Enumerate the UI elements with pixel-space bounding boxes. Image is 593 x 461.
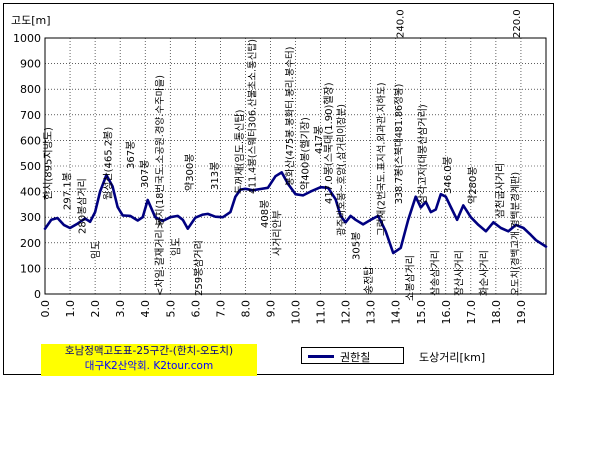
- waypoint-label: 338.7봉(스북대481.86정봉): [394, 84, 405, 204]
- waypoint-label: 305봉: [351, 232, 363, 260]
- x-tick-label: 13.0: [365, 300, 378, 325]
- legend: 권한칠: [301, 347, 404, 364]
- x-tick-label: 3.0: [114, 300, 127, 318]
- x-tick-label: 0.0: [39, 300, 52, 318]
- y-tick-label: 500: [20, 160, 41, 173]
- y-tick-label: 100: [20, 262, 41, 275]
- waypoint-label: 소봉삼거리: [404, 255, 416, 301]
- waypoint-label: 월성산(465.2봉): [103, 127, 115, 200]
- waypoint-label: 약300봉: [184, 154, 196, 192]
- waypoint-label: 삼천굽사거리: [495, 163, 507, 218]
- x-tick-label: 7.0: [214, 300, 227, 318]
- waypoint-label: 봉화산(475봉.봉화터.봉리.봉수터): [285, 47, 296, 187]
- x-tick-label: 6.0: [189, 300, 202, 318]
- plot-border: [44, 37, 547, 295]
- waypoint-label: 임도: [89, 241, 102, 259]
- x-tick-label: 16.0: [440, 300, 453, 325]
- series-line: [43, 171, 548, 255]
- waypoint-label: 봉치(18번국도.소공원.경양.수주마을): [154, 75, 166, 226]
- waypoint-label: 오도치(경백고개.경백분경계판): [510, 172, 522, 296]
- waypoint-label: 광주비호봉~호양(.삼거리이장분): [336, 104, 348, 236]
- x-tick-label: 10.0: [290, 300, 303, 325]
- waypoint-label: 297.1봉: [61, 172, 73, 210]
- waypoint-label: 417.0봉(스북대(1.90)헬장): [323, 82, 335, 204]
- elevation-chart: 0 100 200 300 400 500 600 700 800 900 1000 0.0 1.0 2.…: [13, 9, 548, 325]
- credit-site: 대구K2산악회. K2tour.com: [84, 360, 214, 372]
- x-tick-label: 19.0: [515, 300, 528, 325]
- waypoint-label: 사거리안부: [272, 210, 284, 256]
- waypoint-label: 240.0: [395, 9, 406, 38]
- waypoint-label: <차일.갈재거리>: [153, 221, 166, 296]
- waypoint-label: 삼송삼거리: [430, 250, 442, 296]
- y-tick-label: 1000: [13, 32, 41, 45]
- waypoint-label: 임도: [169, 238, 182, 256]
- waypoint-label: 삼각고지(대봉산삼거리): [417, 104, 429, 204]
- x-tick-label: 17.0: [465, 300, 478, 325]
- waypoint-label: 220.0: [512, 9, 523, 38]
- y-tick-label: 800: [20, 83, 41, 96]
- chart-frame: 0 100 200 300 400 500 600 700 800 900 1000 0.0 1.0 2.…: [3, 3, 554, 376]
- waypoint-label: 367봉: [125, 141, 137, 169]
- waypoint-label: 307봉: [139, 160, 151, 188]
- x-tick-label: 8.0: [239, 300, 252, 318]
- legend-swatch: [308, 355, 334, 358]
- waypoint-label: 259봉삼거리: [193, 240, 205, 296]
- y-tick-label: 300: [20, 211, 41, 224]
- y-tick-label: 200: [20, 237, 41, 250]
- x-tick-label: 15.0: [415, 300, 428, 325]
- y-tick-label: 0: [34, 288, 41, 301]
- waypoint-label: 화순사거리: [478, 250, 490, 296]
- waypoint-label: 한치(895지방도): [43, 127, 55, 200]
- y-tick-label: 900: [20, 58, 41, 71]
- y-axis-label: 고도[m]: [11, 14, 51, 27]
- x-tick-label: 5.0: [164, 300, 177, 318]
- waypoint-label: 346.0봉: [442, 156, 454, 194]
- waypoint-label: 약400봉(헬기장): [299, 117, 311, 190]
- waypoint-label: 417봉: [313, 126, 325, 154]
- x-tick-label: 18.0: [490, 300, 503, 325]
- x-tick-label: 1.0: [64, 300, 77, 318]
- x-tick-label: 14.0: [390, 300, 403, 325]
- waypoint-label: 408봉: [259, 200, 271, 228]
- x-tick-label: 4.0: [139, 300, 152, 318]
- waypoint-label: 송전탑: [363, 266, 375, 294]
- x-tick-label: 2.0: [89, 300, 102, 318]
- waypoint-label: 그럭재(2번국도.표지석.외과관.지하도): [376, 82, 388, 236]
- y-tick-label: 400: [20, 186, 41, 199]
- x-tick-label: 12.0: [340, 300, 353, 325]
- y-tick-label: 600: [20, 134, 41, 147]
- waypoint-label: 411.4봉(스웨터306.산불초소.통신탑): [247, 39, 259, 194]
- credit-box: 호남정맥고도표-25구간-(한치-오도치) 대구K2산악회. K2tour.co…: [41, 344, 257, 376]
- waypoint-label: 약280봉: [467, 167, 479, 205]
- waypoint-label: 두꺼재(임도.통신탑): [233, 109, 246, 194]
- waypoint-label: 280봉삼거리: [76, 178, 88, 234]
- x-axis-label: 도상거리[km]: [419, 351, 486, 364]
- legend-label: 권한칠: [340, 351, 371, 364]
- waypoint-label: 313봉: [209, 162, 221, 190]
- waypoint-label: 장산사거리: [453, 250, 465, 296]
- credit-title: 호남정맥고도표-25구간-(한치-오도치): [64, 345, 234, 357]
- y-tick-label: 700: [20, 109, 41, 122]
- x-tick-label: 9.0: [264, 300, 277, 318]
- x-tick-label: 11.0: [315, 300, 328, 325]
